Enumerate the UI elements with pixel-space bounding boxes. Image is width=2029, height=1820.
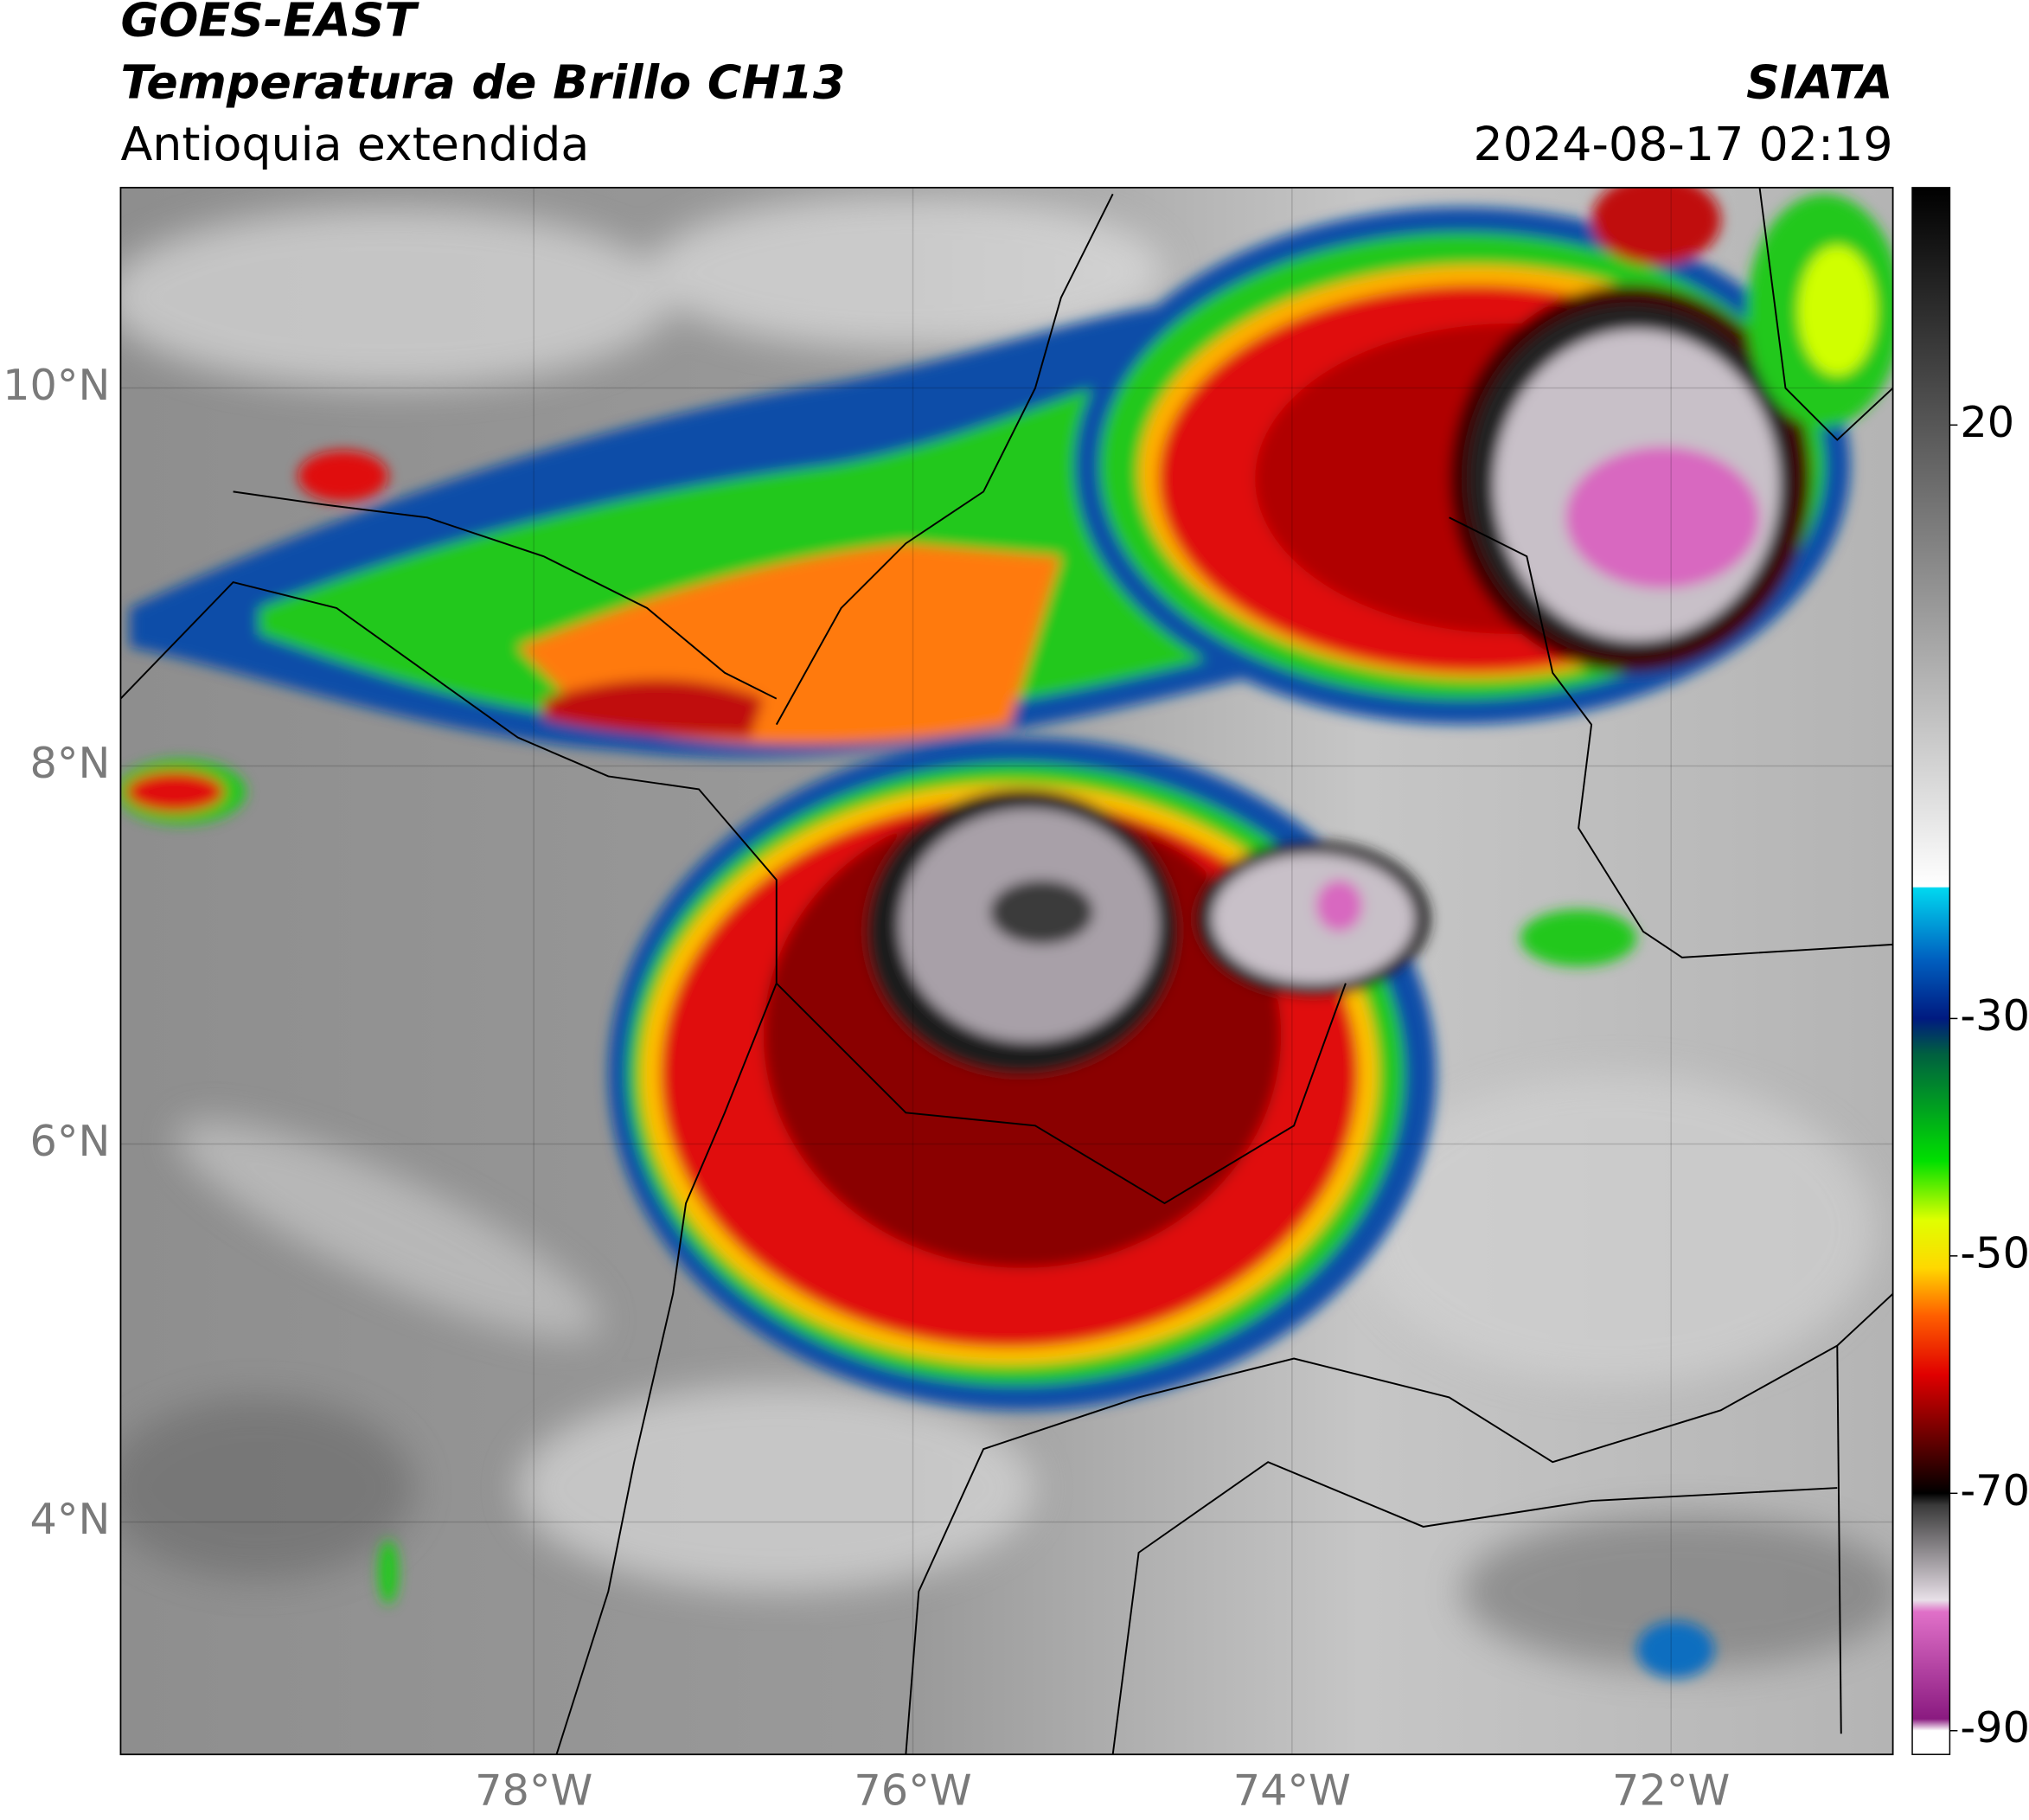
lat-tick-label: 6°N (30, 1116, 111, 1166)
colorbar-tick-label: -70 (1960, 1465, 2029, 1516)
colorbar-tick-label: -90 (1960, 1702, 2029, 1753)
graticule: 10°N 8°N 6°N 4°N 78°W 76°W 74°W 72°W (3, 187, 1893, 1816)
lat-tick-label: 8°N (30, 738, 111, 788)
lat-tick-label: 4°N (30, 1494, 111, 1544)
lat-tick-label: 10°N (3, 360, 110, 410)
colorbar: 20 -30 -50 -70 -90 (1911, 187, 2029, 1755)
source: SIATA (1746, 54, 1893, 109)
product: Temperatura de Brillo CH13 (120, 54, 845, 109)
map-image (120, 187, 1893, 1755)
datetime: 2024-08-17 02:19 (1474, 117, 1893, 171)
lon-tick-label: 74°W (1233, 1766, 1351, 1816)
lon-tick-label: 76°W (854, 1766, 971, 1816)
satellite: GOES-EAST (120, 0, 419, 48)
colorbar-tick-label: -50 (1960, 1227, 2029, 1278)
lon-tick-label: 78°W (475, 1766, 592, 1816)
colorbar-tick-label: -30 (1960, 990, 2029, 1041)
lon-tick-label: 72°W (1612, 1766, 1730, 1816)
colorbar-tick-label: 20 (1960, 397, 2014, 447)
region: Antioquia extendida (120, 117, 589, 171)
map-frame (119, 186, 1894, 1756)
colorbar-bar (1911, 187, 1951, 1755)
